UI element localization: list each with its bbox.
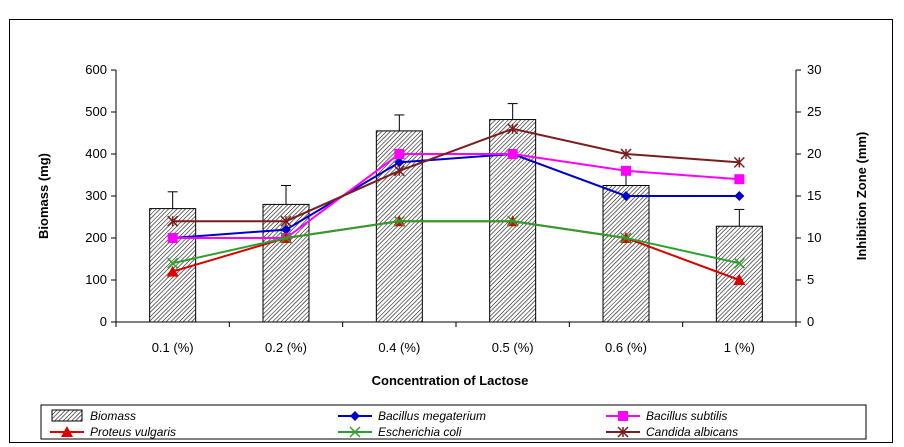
point-bacillus-subtilis [734,174,745,185]
legend-label: Bacillus megaterium [378,409,486,423]
point-bacillus-megaterium [621,191,631,201]
y-axis-title: Biomass (mg) [36,153,51,239]
y-tick-label: 100 [85,272,107,287]
legend: Biomass Bacillus megaterium Bacillus subti… [40,404,867,440]
bar-biomass [149,208,197,323]
x-tick-label: 0.6 (%) [605,340,647,355]
line-escherichia-coli [172,220,740,265]
y2-tick-label: 5 [807,272,814,287]
y2-axis-title: Inhibition Zone (mm) [854,132,869,261]
legend-marker-proteus-vulgaris [61,426,73,437]
legend-marker-escherichia-coli [349,426,361,438]
y2-tick-label: 15 [807,188,821,203]
legend-label: Biomass [90,409,136,423]
point-bacillus-megaterium [281,224,291,235]
point-candida-albicans [280,215,292,227]
point-proteus-vulgaris [166,265,179,277]
legend-label: Proteus vulgaris [90,425,176,439]
y2-tick-label: 30 [807,62,821,77]
x-tick-label: 0.2 (%) [265,340,307,355]
point-escherichia-coli [167,257,179,269]
x-tick-label: 0.4 (%) [378,340,420,355]
y-tick-label: 400 [85,146,107,161]
chart-frame [9,19,893,443]
x-axis-title: Concentration of Lactose [372,373,529,388]
point-escherichia-coli [280,232,292,244]
y2-tick-label: 25 [807,104,821,119]
legend-label: Escherichia coli [378,425,462,439]
point-candida-albicans [393,165,405,177]
y2-tick-label: 20 [807,146,821,161]
point-bacillus-subtilis [394,149,405,159]
point-bacillus-megaterium [734,191,745,201]
line-bacillus-megaterium [172,152,740,239]
y-tick-label: 500 [85,104,107,119]
point-bacillus-subtilis [167,233,178,243]
y-tick-label: 600 [85,62,107,77]
line-candida-albicans [172,127,740,223]
point-candida-albicans [167,215,179,227]
legend-marker-candida-albicans [617,426,629,438]
point-escherichia-coli [393,215,405,227]
y2-tick-label: 0 [807,314,814,329]
y2-tick-label: 10 [807,230,821,245]
point-bacillus-subtilis [507,149,518,159]
y-tick-label: 300 [85,188,107,203]
point-candida-albicans [733,156,745,168]
point-candida-albicans [507,123,519,135]
y-tick-label: 200 [85,230,107,245]
point-escherichia-coli [507,215,519,227]
legend-marker-bacillus-subtilis [618,411,628,421]
point-escherichia-coli [620,232,632,244]
legend-box [40,404,867,440]
legend-label: Bacillus subtilis [646,409,727,423]
axes: 0 100 200 300 400 500 600 0 5 10 15 20 25 30 0.1 (%) 0.… [85,62,821,355]
point-escherichia-coli [733,257,745,269]
x-tick-label: 0.5 (%) [492,340,534,355]
x-tick-label: 1 (%) [724,340,755,355]
legend-swatch-biomass [51,409,83,422]
line-proteus-vulgaris [172,220,740,281]
legend-marker-bacillus-megaterium [350,411,360,421]
bar-biomass [602,185,650,323]
point-candida-albicans [620,148,632,160]
line-bacillus-subtilis [172,153,740,239]
point-bacillus-megaterium [394,157,405,168]
y-tick-label: 0 [100,314,107,329]
bar-biomass [262,203,310,323]
lines [166,123,746,285]
point-bacillus-subtilis [621,165,631,176]
legend-label: Candida albicans [646,425,738,439]
point-proteus-vulgaris [733,274,746,285]
bars [149,103,763,323]
x-tick-label: 0.1 (%) [152,340,194,355]
